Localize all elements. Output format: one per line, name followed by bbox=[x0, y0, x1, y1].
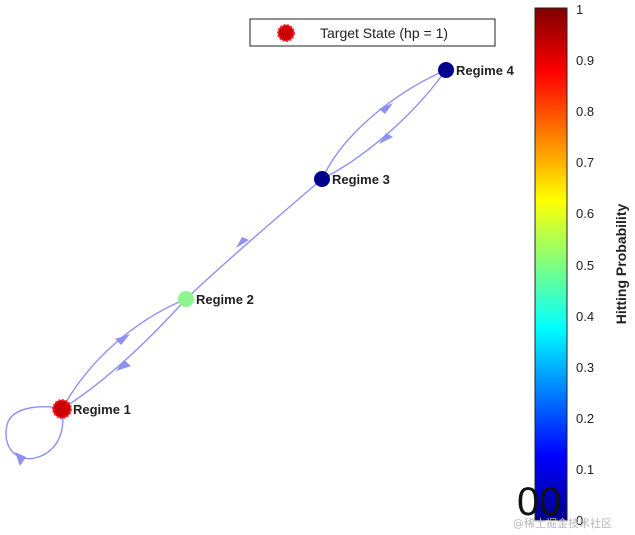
colorbar-tick-label: 0.6 bbox=[576, 206, 594, 221]
node-label-regime-1: Regime 1 bbox=[73, 402, 131, 417]
node-label-regime-4: Regime 4 bbox=[456, 63, 515, 78]
colorbar-gradient bbox=[534, 7, 568, 521]
arrow-regime2-to-regime1 bbox=[115, 334, 130, 345]
node-regime-4: Regime 4 bbox=[438, 62, 515, 78]
edge-regime2-to-regime1 bbox=[61, 298, 187, 410]
arrow-regime4-to-regime3 bbox=[379, 103, 393, 114]
node-marker-regime-1 bbox=[52, 399, 72, 419]
edge-regime1-self-loop bbox=[5, 406, 64, 460]
colorbar-title: Hitting Probability bbox=[613, 204, 629, 325]
legend-label: Target State (hp = 1) bbox=[320, 25, 448, 41]
graph-edges bbox=[5, 69, 447, 466]
node-label-regime-2: Regime 2 bbox=[196, 292, 254, 307]
arrow-regime2-to-regime3 bbox=[236, 237, 249, 248]
node-marker-regime-4 bbox=[438, 62, 454, 78]
graph-nodes: Regime 1 Regime 2 Regime 3 Regime 4 bbox=[52, 62, 515, 419]
colorbar-tick-label: 0.8 bbox=[576, 104, 594, 119]
stray-overlay-text: 00 bbox=[517, 480, 562, 524]
colorbar-tick-label: 0.7 bbox=[576, 155, 594, 170]
edge-regime4-to-regime3 bbox=[321, 69, 447, 180]
colorbar-tick-label: 0.3 bbox=[576, 360, 594, 375]
arrow-regime1-to-regime2 bbox=[116, 360, 131, 371]
watermark: @稀土掘金技术社区 bbox=[513, 516, 612, 530]
node-marker-regime-2 bbox=[178, 291, 194, 307]
colorbar-tick-label: 0.1 bbox=[576, 462, 594, 477]
node-regime-2: Regime 2 bbox=[178, 291, 254, 307]
node-label-regime-3: Regime 3 bbox=[332, 172, 390, 187]
legend: Target State (hp = 1) bbox=[249, 18, 496, 47]
edge-regime2-to-regime3 bbox=[185, 178, 323, 300]
node-regime-1: Regime 1 bbox=[52, 399, 131, 419]
node-marker-regime-3 bbox=[314, 171, 330, 187]
colorbar-tick-label: 0.2 bbox=[576, 411, 594, 426]
arrow-regime1-self-loop bbox=[15, 452, 26, 466]
colorbar-tick-label: 0.4 bbox=[576, 309, 594, 324]
arrow-regime3-to-regime4 bbox=[379, 133, 393, 144]
colorbar-tick-label: 0 bbox=[576, 513, 583, 528]
colorbar-tick-label: 0.5 bbox=[576, 258, 594, 273]
colorbar: 0 0.1 0.2 0.3 0.4 0.5 0.6 0.7 0.8 0.9 1 … bbox=[534, 2, 629, 528]
colorbar-ticks: 0 0.1 0.2 0.3 0.4 0.5 0.6 0.7 0.8 0.9 1 bbox=[576, 2, 594, 528]
node-regime-3: Regime 3 bbox=[314, 171, 390, 187]
edge-regime1-to-regime2 bbox=[61, 298, 187, 410]
colorbar-tick-label: 1 bbox=[576, 2, 583, 17]
colorbar-tick-label: 0.9 bbox=[576, 53, 594, 68]
edge-regime3-to-regime4 bbox=[321, 69, 447, 180]
legend-target-marker bbox=[277, 24, 295, 42]
